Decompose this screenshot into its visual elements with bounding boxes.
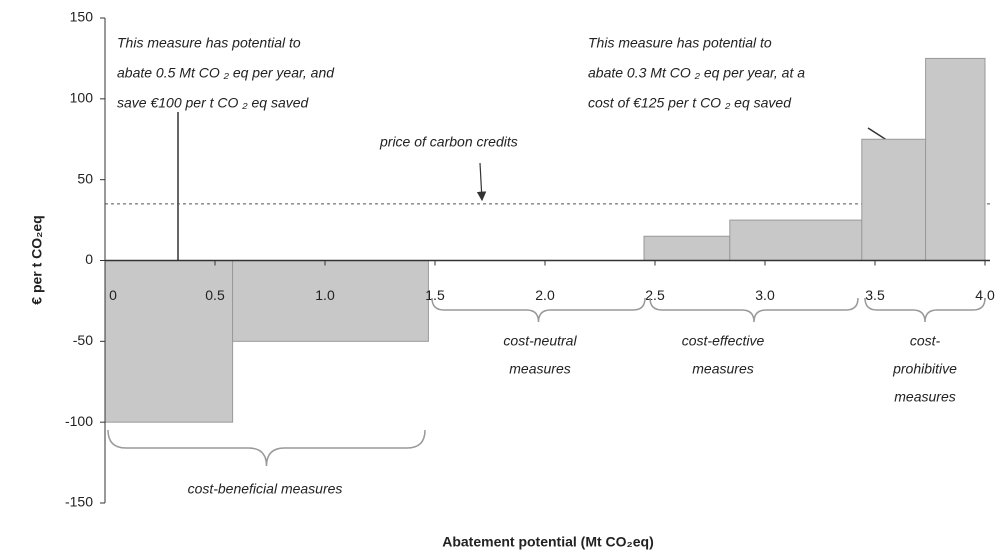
x-tick-label: 1.5 — [425, 287, 445, 303]
bar — [925, 57, 986, 261]
group-label: cost-beneficial measures — [188, 481, 343, 497]
bar — [232, 260, 429, 342]
x-tick-label: 1.0 — [315, 287, 335, 303]
group-label: measures — [692, 361, 753, 377]
bar — [104, 260, 234, 423]
annotation: cost of €125 per t CO ₂ eq saved — [588, 95, 792, 111]
x-tick-label: 2.0 — [535, 287, 555, 303]
brace — [107, 429, 426, 467]
annotation: abate 0.3 Mt CO ₂ eq per year, at a — [588, 65, 805, 81]
group-label: cost- — [910, 333, 941, 349]
reference-label: price of carbon credits — [379, 134, 518, 150]
annotation: save €100 per t CO ₂ eq saved — [117, 95, 310, 111]
x-tick-label: 3.5 — [865, 287, 885, 303]
y-tick-label: -50 — [73, 332, 93, 348]
annotation: abate 0.5 Mt CO ₂ eq per year, and — [117, 65, 335, 81]
brace — [649, 297, 859, 323]
bar — [643, 235, 731, 261]
x-tick-label: 3.0 — [755, 287, 775, 303]
annotation: This measure has potential to — [117, 35, 301, 51]
group-label: cost-neutral — [503, 333, 577, 349]
brace — [864, 297, 986, 323]
y-tick-label: -100 — [65, 413, 93, 429]
x-axis-label: Abatement potential (Mt CO₂eq) — [442, 534, 654, 550]
bar — [729, 219, 863, 261]
y-tick-label: 0 — [85, 251, 93, 267]
group-label: measures — [509, 361, 570, 377]
group-label: prohibitive — [892, 361, 957, 377]
group-label: measures — [894, 389, 955, 405]
x-tick-label: 4.0 — [975, 287, 995, 303]
y-tick-label: 100 — [70, 90, 94, 106]
bar — [861, 138, 927, 261]
annotation: This measure has potential to — [588, 35, 772, 51]
y-tick-label: -150 — [65, 494, 93, 510]
x-tick-label: 0.5 — [205, 287, 225, 303]
y-tick-label: 150 — [70, 9, 94, 25]
arrow — [476, 162, 487, 202]
y-axis-label: € per t CO₂eq — [29, 215, 45, 304]
y-tick-label: 50 — [77, 170, 93, 186]
x-tick-label: 2.5 — [645, 287, 665, 303]
x-tick-label: 0 — [109, 287, 117, 303]
group-label: cost-effective — [682, 333, 765, 349]
brace — [431, 297, 646, 323]
